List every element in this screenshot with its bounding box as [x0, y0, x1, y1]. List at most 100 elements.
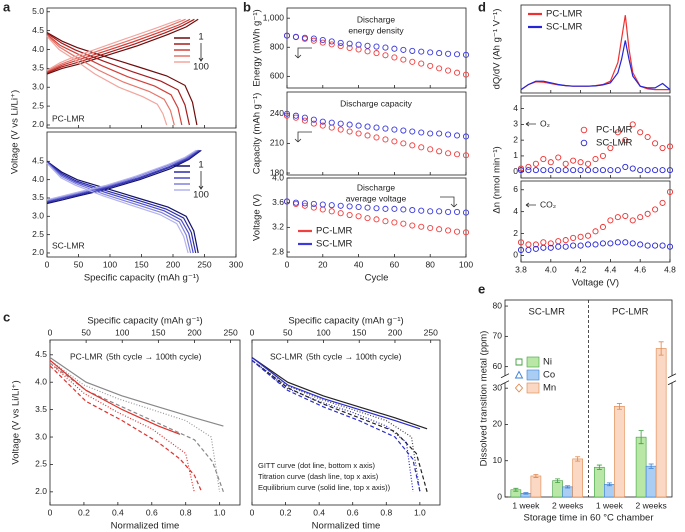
data-point — [319, 201, 326, 208]
panel-letter: a — [3, 0, 11, 14]
data-point — [355, 203, 362, 211]
group-label: PC-LMR — [612, 307, 649, 318]
data-point — [373, 43, 380, 50]
data-point — [445, 208, 452, 215]
x-tick-label: 2 weeks — [552, 500, 583, 510]
axes-frame — [286, 177, 467, 258]
series-line — [251, 357, 421, 430]
y-tick-label: 600 — [270, 71, 284, 81]
y-tick-label: 3 — [513, 119, 518, 129]
panel-letter: b — [243, 0, 251, 14]
x-tick-label: 60 — [390, 259, 400, 269]
x2-tick-label: 250 — [424, 327, 438, 337]
data-point — [418, 60, 425, 67]
data-point — [436, 226, 443, 233]
plot-note: (5th cycle → 100th cycle) — [306, 351, 402, 361]
data-point — [547, 167, 554, 174]
y-tick-label: 3.2 — [272, 222, 284, 232]
data-point — [525, 246, 532, 254]
data-point — [409, 47, 416, 54]
data-point — [644, 242, 651, 249]
data-point — [301, 202, 308, 209]
data-point — [292, 33, 300, 40]
y-tick-label: 4.0 — [32, 44, 44, 54]
data-point — [622, 212, 629, 220]
data-point — [337, 120, 344, 127]
data-point — [659, 199, 666, 206]
data-point — [346, 40, 353, 47]
data-point — [445, 150, 452, 157]
data-point — [652, 140, 659, 147]
legend-label: 1 — [198, 32, 203, 43]
error-bar — [616, 403, 622, 410]
data-point — [445, 227, 452, 234]
plot-note: GITT curve (dot line, bottom x axis) — [258, 461, 375, 470]
legend-marker — [514, 370, 524, 379]
legend-swatch — [526, 382, 540, 394]
data-point — [540, 239, 547, 246]
data-point — [355, 213, 362, 220]
arrow — [294, 131, 312, 143]
data-point — [652, 167, 659, 174]
y-tick-label: 3.0 — [32, 81, 44, 91]
data-point — [453, 208, 461, 215]
data-point — [532, 167, 539, 174]
data-point — [346, 44, 353, 52]
data-point — [436, 208, 443, 215]
data-point — [644, 133, 651, 141]
data-point — [453, 151, 461, 158]
x-tick-label: 4.2 — [575, 264, 587, 274]
data-point — [310, 120, 317, 127]
error-bar — [533, 474, 539, 478]
data-point — [355, 122, 362, 129]
y-tick-label: 3.0 — [35, 431, 47, 441]
x-tick-label: 0.6 — [347, 507, 359, 517]
y-tick-label: 80 — [493, 300, 503, 310]
y-tick-label: 0 — [497, 491, 502, 501]
y-tick-label: 180 — [270, 167, 284, 177]
data-point — [346, 121, 353, 128]
data-point — [577, 233, 584, 240]
legend-label: PC-LMR — [596, 125, 633, 136]
x-tick-label: 80 — [425, 259, 435, 269]
data-point — [525, 241, 532, 248]
data-point — [283, 198, 291, 205]
data-point — [532, 241, 539, 248]
y-axis-label: Voltage (V) — [252, 194, 263, 241]
y-tick-label: 210 — [270, 138, 284, 148]
y-tick-label: 4.0 — [32, 174, 44, 184]
data-point — [364, 204, 371, 211]
data-point — [659, 144, 666, 152]
y-tick-label: 4.0 — [35, 376, 47, 386]
data-point — [607, 217, 614, 224]
data-point — [540, 167, 547, 174]
x2-tick-label: 150 — [352, 327, 366, 337]
y-tick-label: 60 — [493, 361, 503, 371]
x-tick-label: 250 — [197, 259, 211, 269]
axis-break-mark — [667, 373, 677, 379]
data-point — [540, 156, 547, 163]
y-tick-label: 240 — [270, 108, 284, 118]
data-point — [310, 37, 317, 44]
legend-marker — [580, 139, 588, 147]
data-point — [652, 242, 659, 249]
data-point — [562, 167, 569, 174]
data-point — [547, 159, 554, 166]
data-point — [547, 240, 554, 247]
data-point — [328, 202, 335, 209]
data-point — [562, 243, 569, 250]
data-point — [436, 148, 443, 155]
y-tick-label: 3.5 — [32, 192, 44, 202]
data-point — [540, 244, 547, 251]
y-tick-label: 2.8 — [272, 246, 284, 256]
legend-label: 1 — [198, 160, 203, 171]
data-point — [570, 234, 577, 241]
data-point — [555, 167, 562, 174]
data-point — [607, 144, 614, 152]
axis-break-mark — [500, 380, 510, 386]
arrow — [525, 202, 536, 208]
data-point — [577, 159, 584, 166]
series-line — [251, 359, 421, 492]
y-axis-label: Voltage (V vs Li/Li⁺) — [10, 90, 21, 174]
y-axis-label: Capacity (mAh g⁻¹) — [252, 93, 263, 175]
